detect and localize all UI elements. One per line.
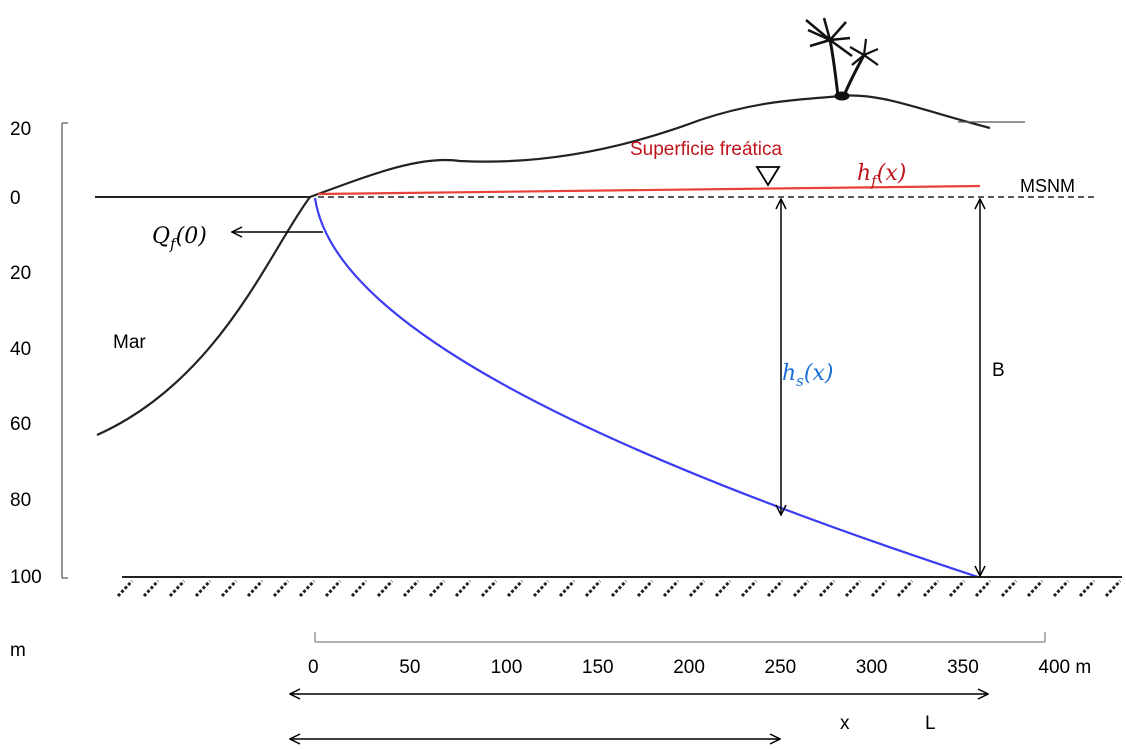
hatch-mark xyxy=(818,579,836,598)
depth-label: 60 xyxy=(10,414,31,435)
distance-label: 200 xyxy=(673,657,705,678)
hatch-mark xyxy=(142,579,160,598)
hatch-mark xyxy=(766,579,784,598)
distance-label: 100 xyxy=(491,657,523,678)
distance-label: 350 xyxy=(947,657,979,678)
hatch-mark xyxy=(220,579,238,598)
hatch-mark xyxy=(636,579,654,598)
sea-label: Mar xyxy=(113,332,146,353)
depth-axis xyxy=(61,122,68,579)
hatch-mark xyxy=(480,579,498,598)
depth-label: 20 xyxy=(10,119,31,140)
hatch-mark xyxy=(584,579,602,598)
distance-label: 400 m xyxy=(1038,657,1091,678)
math-part: h xyxy=(857,161,871,186)
hatch-mark xyxy=(870,579,888,598)
hs-label: hs(x) xyxy=(782,361,833,390)
palm-tree xyxy=(805,17,879,101)
hatch-mark xyxy=(428,579,446,598)
math-part: Q xyxy=(152,224,170,249)
distance-label: 250 xyxy=(765,657,797,678)
distance-label: 150 xyxy=(582,657,614,678)
hatch-mark xyxy=(506,579,524,598)
math-part: (x) xyxy=(804,361,834,386)
water-table xyxy=(317,184,981,196)
hatch-mark xyxy=(1000,579,1018,598)
hatch-mark xyxy=(922,579,940,598)
hatch-mark xyxy=(376,579,394,598)
hatch-mark xyxy=(532,579,550,598)
distance-label: 50 xyxy=(399,657,420,678)
hatch-mark xyxy=(1104,579,1122,598)
ground-profile xyxy=(309,94,991,199)
math-part: (x) xyxy=(877,161,907,186)
hf-label: hf(x) xyxy=(857,161,906,190)
qf-label: Qf(0) xyxy=(152,224,207,253)
distance-scale xyxy=(314,632,1046,643)
hatch-mark xyxy=(454,579,472,598)
math-part: f xyxy=(870,172,879,190)
depth-label: 0 xyxy=(10,188,21,209)
hatch-mark xyxy=(298,579,316,598)
hatch-mark xyxy=(116,579,134,598)
depth-label: 40 xyxy=(10,339,31,360)
hatch-mark xyxy=(610,579,628,598)
hatch-mark xyxy=(740,579,758,598)
x-label: x xyxy=(840,713,850,734)
hatch-mark xyxy=(662,579,680,598)
depth-label: 100 xyxy=(10,567,42,588)
hatch-mark xyxy=(792,579,810,598)
hatch-mark xyxy=(974,579,992,598)
hatch-mark xyxy=(402,579,420,598)
saltwater-interface xyxy=(313,197,979,579)
hatch-mark xyxy=(1078,579,1096,598)
hatch-mark xyxy=(688,579,706,598)
math-part: (0) xyxy=(176,224,207,249)
b-label: B xyxy=(992,360,1005,381)
depth-unit: m xyxy=(10,640,26,661)
hatch-mark xyxy=(324,579,342,598)
hatch-mark xyxy=(168,579,186,598)
hatch-mark xyxy=(558,579,576,598)
distance-label: 0 xyxy=(308,657,319,678)
water-table-symbol xyxy=(755,166,781,187)
hatch-mark xyxy=(896,579,914,598)
base-hatching xyxy=(116,579,1122,598)
hatch-mark xyxy=(948,579,966,598)
math-part: h xyxy=(782,361,796,386)
depth-label: 80 xyxy=(10,490,31,511)
depth-label: 20 xyxy=(10,263,31,284)
hatch-mark xyxy=(1026,579,1044,598)
hatch-mark xyxy=(272,579,290,598)
seabed xyxy=(96,196,311,437)
distance-label: 300 xyxy=(856,657,888,678)
hatch-mark xyxy=(350,579,368,598)
hatch-mark xyxy=(1052,579,1070,598)
hatch-mark xyxy=(194,579,212,598)
l-label: L xyxy=(925,713,936,734)
water-table-label: Superficie freática xyxy=(630,139,783,160)
msnm-label: MSNM xyxy=(1020,176,1075,196)
hatch-mark xyxy=(844,579,862,598)
arrows xyxy=(232,199,988,739)
hatch-mark xyxy=(714,579,732,598)
math-part: f xyxy=(169,235,178,253)
hatch-mark xyxy=(246,579,264,598)
math-part: s xyxy=(796,372,804,390)
